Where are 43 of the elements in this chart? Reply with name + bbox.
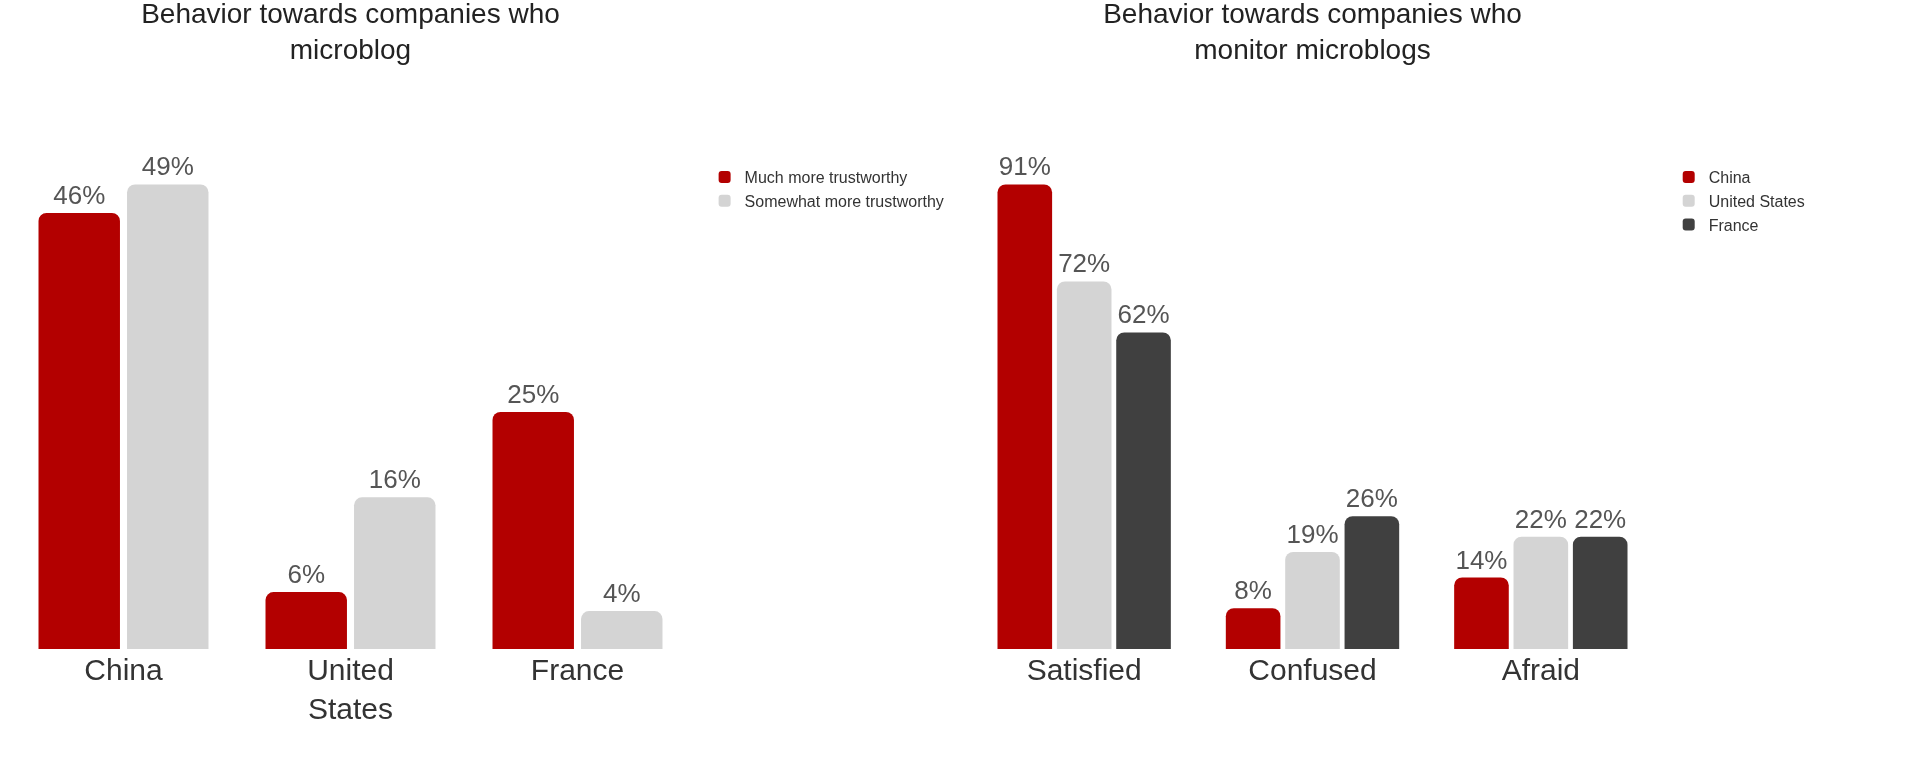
legend-label: France: [1708, 216, 1759, 234]
data-label: 46%: [53, 179, 106, 210]
bar: [1344, 516, 1400, 649]
data-label: 8%: [1234, 575, 1272, 606]
legend-label: United States: [1708, 192, 1805, 210]
x-tick-label: United States: [307, 653, 394, 725]
x-tick-label: Satisfied: [1026, 653, 1142, 686]
x-tick-label: France: [530, 653, 625, 686]
data-label: 6%: [287, 559, 326, 590]
bar: [581, 611, 663, 649]
bar: [127, 184, 209, 649]
data-label: 19%: [1286, 519, 1339, 550]
x-tick-label: Confused: [1248, 653, 1377, 686]
chart-title: Behavior towards companies who microblog: [141, 0, 560, 66]
data-label: 26%: [1345, 483, 1398, 514]
bar: [997, 184, 1053, 649]
legend-label: China: [1708, 169, 1751, 187]
x-tick-label: Afraid: [1501, 653, 1581, 686]
legend-label: Much more trustworthy: [744, 169, 908, 187]
bar: [1285, 552, 1340, 649]
data-label: 72%: [1058, 248, 1111, 279]
data-label: 49%: [141, 151, 194, 182]
bar: [492, 411, 574, 649]
bar: [265, 592, 347, 649]
legend-label: Somewhat more trustworthy: [744, 192, 944, 210]
bar: [354, 497, 436, 649]
bar: [1056, 281, 1112, 649]
data-label: 62%: [1117, 299, 1170, 330]
bar: [1454, 577, 1509, 649]
x-tick-label: China: [84, 653, 163, 686]
data-label: 16%: [368, 464, 421, 495]
data-label: 4%: [602, 578, 641, 609]
bar: [38, 212, 120, 649]
chart-title: Behavior towards companies who monitor microblogs: [1103, 0, 1522, 66]
data-label: 91%: [998, 151, 1051, 182]
bar: [1572, 536, 1628, 649]
data-label: 22%: [1574, 503, 1627, 534]
bar: [1513, 536, 1569, 649]
data-label: 25%: [507, 378, 560, 409]
data-label: 14%: [1455, 544, 1508, 575]
bar: [1116, 332, 1171, 649]
data-label: 22%: [1514, 503, 1567, 534]
bar: [1225, 608, 1281, 649]
